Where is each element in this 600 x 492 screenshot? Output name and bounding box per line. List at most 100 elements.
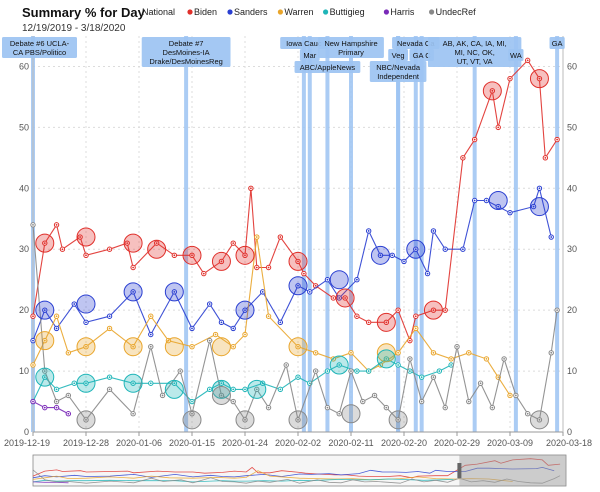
data-point-dot [173, 382, 176, 385]
event-markers [31, 36, 560, 432]
highlight-point [288, 410, 308, 430]
y-tick-label-right: 10 [567, 366, 577, 376]
data-point-dot [191, 412, 193, 415]
data-point-dot [344, 297, 347, 299]
data-point-dot [279, 321, 282, 324]
data-point-dot [397, 309, 400, 312]
data-point-dot [244, 333, 246, 336]
legend-marker-buttigieg[interactable] [323, 9, 329, 15]
x-tick-label: 2020-02-11 [328, 438, 373, 448]
brush-series-biden [32, 458, 561, 479]
event-label-text: AB, AK, CA, IA, MI, [443, 39, 507, 48]
event-label-text: Independent [377, 72, 420, 81]
data-point-dot [244, 254, 246, 257]
event-bar [472, 36, 477, 432]
grid [32, 36, 564, 433]
data-point-dot [55, 388, 58, 391]
data-point-dot [503, 357, 506, 360]
data-point-dot [32, 364, 34, 366]
range-brush[interactable] [32, 454, 567, 487]
highlight-point [35, 233, 55, 253]
data-point-dot [420, 400, 423, 403]
data-point-dot [214, 333, 217, 336]
data-point-dot [108, 327, 111, 330]
event-bar [513, 36, 518, 432]
event-label-text: GA C [413, 51, 432, 60]
data-point-dot [397, 351, 400, 354]
legend-marker-undecref[interactable] [429, 9, 435, 15]
data-point-dot [32, 339, 34, 342]
data-point-dot [432, 376, 435, 379]
data-point-dot [85, 382, 87, 385]
data-point-dot [232, 327, 235, 330]
data-point-dot [355, 315, 358, 318]
highlight-point [376, 343, 396, 363]
y-tick-label-right: 50 [567, 122, 577, 132]
x-tick-label: 2020-01-15 [169, 438, 215, 448]
x-tick-label: 2020-02-29 [434, 438, 480, 448]
legend-marker-biden[interactable] [187, 9, 193, 15]
highlight-point [288, 251, 308, 271]
legend-marker-harris[interactable] [383, 9, 389, 15]
chart-subtitle: 12/19/2019 - 3/18/2020 [22, 23, 126, 34]
x-tick-label: 2020-02-20 [381, 438, 427, 448]
data-point-dot [426, 272, 429, 275]
data-point-dot [467, 351, 470, 354]
data-point-dot [538, 187, 541, 190]
event-label-text: WA [510, 51, 522, 60]
data-point-dot [61, 248, 64, 251]
data-point-dot [379, 254, 382, 257]
data-point-dot [73, 303, 76, 305]
brush-series-buttigieg [32, 478, 454, 483]
data-point-dot [414, 315, 417, 318]
data-point-dot [220, 382, 223, 385]
data-point-dot [391, 254, 394, 257]
data-point-dot [361, 400, 364, 403]
data-point-dot [461, 248, 464, 251]
data-point-dot [432, 351, 435, 354]
data-point-dot [85, 254, 87, 257]
data-point-dot [367, 230, 370, 232]
data-point-dot [32, 223, 34, 226]
data-point-dot [326, 406, 329, 409]
event-bar [413, 36, 418, 432]
highlight-point [370, 245, 390, 265]
data-point-dot [538, 418, 541, 421]
data-point-dot [43, 339, 46, 342]
event-label-text: Veg [392, 51, 405, 60]
data-point-dot [385, 357, 388, 360]
highlight-point [35, 367, 55, 387]
data-point-dot [191, 254, 193, 257]
data-point-dot [132, 290, 135, 293]
data-point-dot [191, 345, 193, 348]
y-tick-label-right: 60 [567, 61, 577, 71]
legend-marker-sanders[interactable] [227, 9, 233, 15]
data-point-dot [267, 406, 270, 409]
data-point-dot [79, 236, 82, 238]
event-label-box [369, 61, 427, 82]
highlight-point [376, 312, 396, 332]
brush-selection[interactable] [459, 455, 566, 486]
data-point-dot [538, 77, 541, 80]
data-point-dot [149, 382, 152, 385]
data-point-dot [285, 364, 288, 366]
legend-marker-warren[interactable] [277, 9, 283, 15]
highlight-point [211, 337, 231, 357]
data-point-dot [208, 303, 211, 305]
data-point-dot [556, 309, 559, 312]
legend-label-buttigieg: Buttigieg [330, 7, 365, 17]
brush-handle-left[interactable] [457, 463, 462, 478]
series-sanders [30, 185, 554, 344]
data-point-dot [497, 205, 500, 208]
x-tick-label: 2019-12-19 [4, 438, 50, 448]
data-point-dot [261, 290, 264, 293]
legend[interactable]: Biden Sanders Warren Buttigieg Harris UndecRe… [187, 7, 476, 17]
data-point-dot [43, 242, 46, 245]
data-point-dot [43, 309, 46, 312]
event-label-text: Debate #6 UCLA- [10, 39, 70, 48]
data-point-dot [420, 376, 423, 379]
data-point-dot [544, 156, 547, 159]
series-line-buttigieg [32, 358, 452, 403]
data-point-dot [314, 370, 317, 372]
